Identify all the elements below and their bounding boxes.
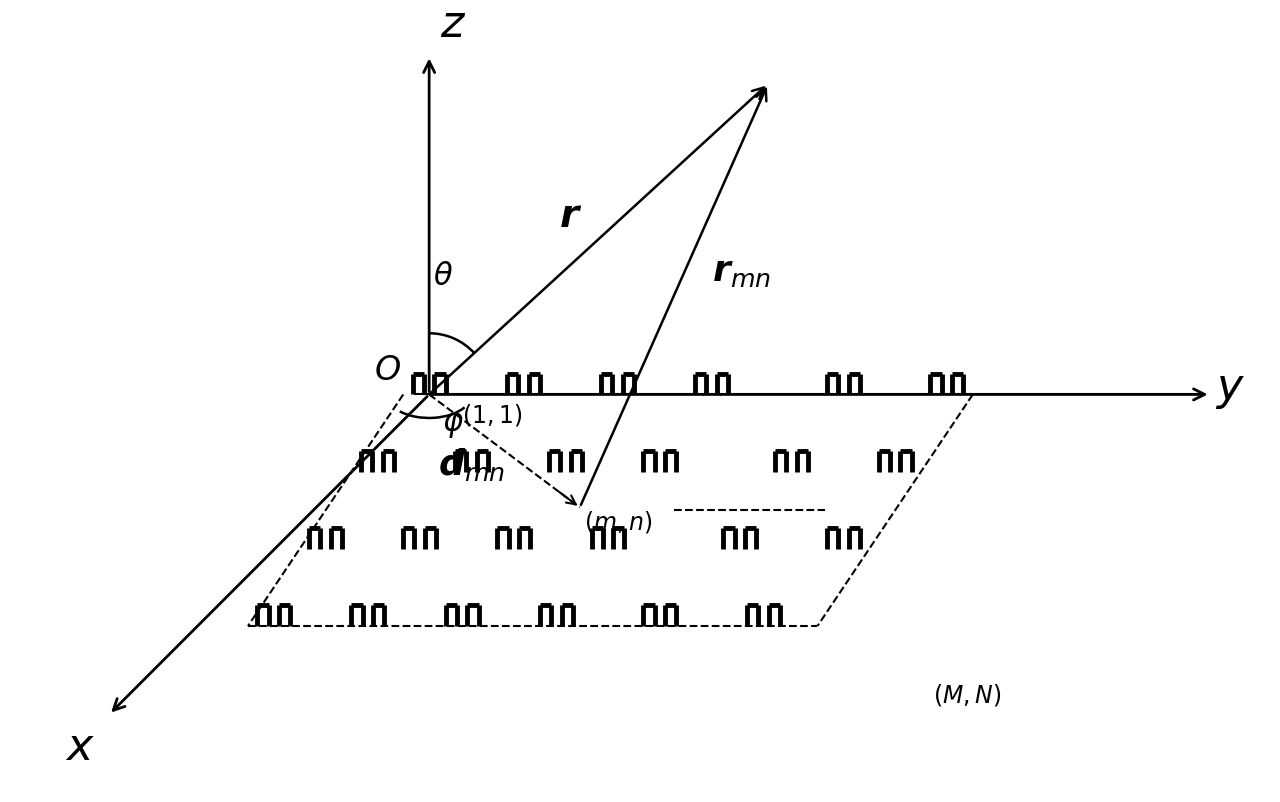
Text: $\varphi$: $\varphi$ — [442, 409, 463, 440]
Text: $\boldsymbol{r}$: $\boldsymbol{r}$ — [559, 196, 582, 234]
Text: $z$: $z$ — [440, 3, 467, 47]
Text: $\boldsymbol{d}_{mn}$: $\boldsymbol{d}_{mn}$ — [438, 446, 506, 484]
Text: $\boldsymbol{r}_{mn}$: $\boldsymbol{r}_{mn}$ — [712, 255, 771, 289]
Text: $(1,1)$: $(1,1)$ — [462, 402, 522, 428]
Text: $y$: $y$ — [1215, 368, 1245, 411]
Text: $(M,N)$: $(M,N)$ — [933, 682, 1001, 707]
Text: $\theta$: $\theta$ — [433, 261, 453, 292]
Text: $O$: $O$ — [374, 355, 401, 387]
Text: $(m,n)$: $(m,n)$ — [585, 509, 653, 535]
Text: $x$: $x$ — [65, 726, 95, 769]
